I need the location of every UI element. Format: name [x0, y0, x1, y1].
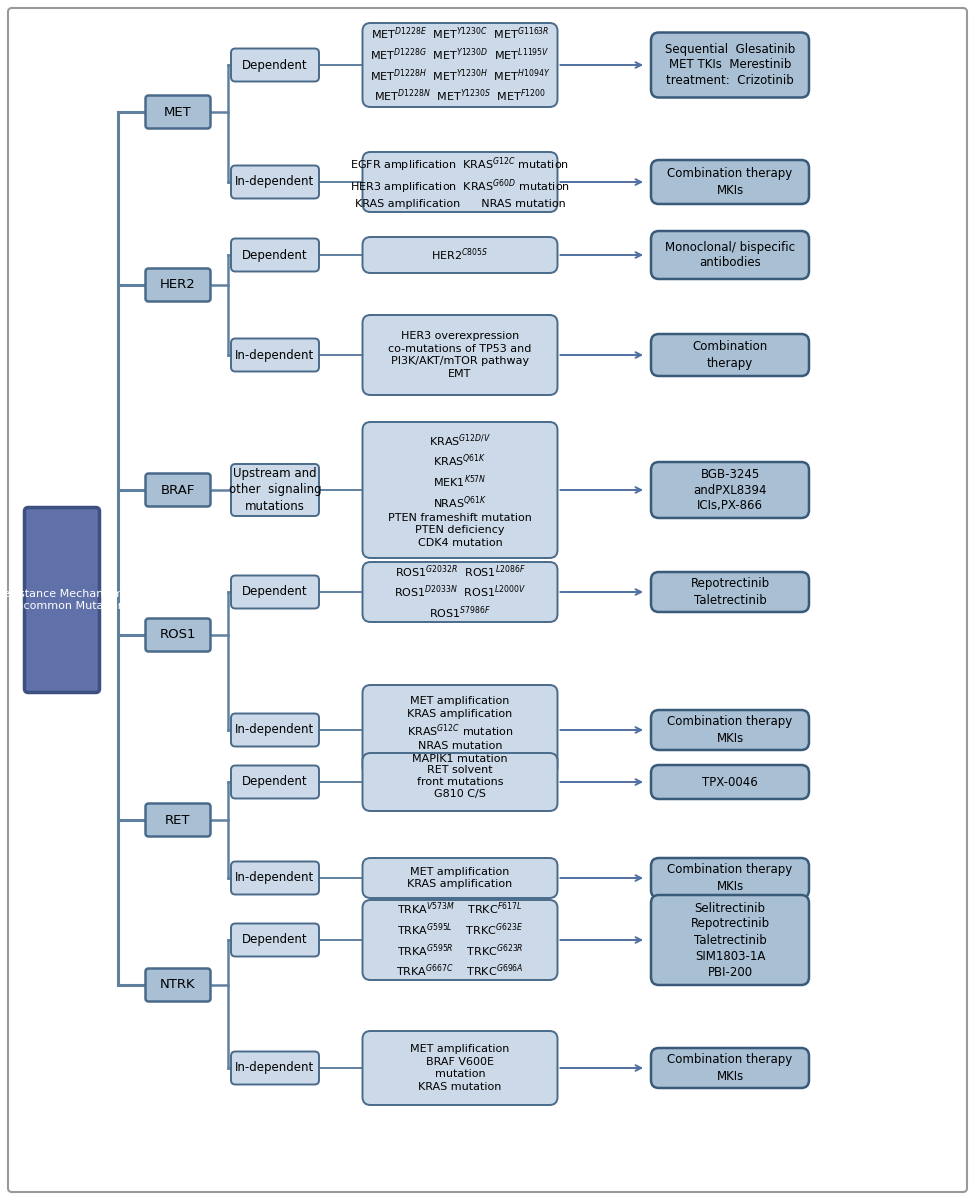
Text: BRAF: BRAF	[161, 484, 195, 497]
FancyBboxPatch shape	[231, 464, 319, 516]
Text: TRKA$^{V573M}$    TRKC$^{F617L}$
TRKA$^{G595L}$    TRKC$^{G623E}$
TRKA$^{G595R}$: TRKA$^{V573M}$ TRKC$^{F617L}$ TRKA$^{G59…	[396, 901, 524, 979]
Text: Dependent: Dependent	[242, 59, 308, 72]
FancyBboxPatch shape	[651, 230, 809, 278]
Text: RET solvent
front mutations
G810 C/S: RET solvent front mutations G810 C/S	[416, 764, 503, 799]
Text: ROS1: ROS1	[160, 629, 196, 642]
Text: TPX-0046: TPX-0046	[702, 775, 758, 788]
FancyBboxPatch shape	[145, 804, 211, 836]
FancyBboxPatch shape	[651, 1048, 809, 1088]
Text: Dependent: Dependent	[242, 775, 308, 788]
Text: In-dependent: In-dependent	[235, 724, 315, 737]
Text: In-dependent: In-dependent	[235, 1062, 315, 1074]
Text: NTRK: NTRK	[160, 978, 196, 991]
FancyBboxPatch shape	[231, 714, 319, 746]
Text: Dependent: Dependent	[242, 586, 308, 599]
FancyBboxPatch shape	[363, 1031, 558, 1105]
FancyBboxPatch shape	[231, 576, 319, 608]
FancyBboxPatch shape	[651, 895, 809, 985]
FancyBboxPatch shape	[231, 166, 319, 198]
Text: MET: MET	[164, 106, 192, 119]
Text: HER2: HER2	[160, 278, 196, 292]
FancyBboxPatch shape	[363, 152, 558, 212]
FancyBboxPatch shape	[651, 858, 809, 898]
FancyBboxPatch shape	[145, 474, 211, 506]
FancyBboxPatch shape	[363, 422, 558, 558]
FancyBboxPatch shape	[24, 508, 99, 692]
Text: BGB-3245
andPXL8394
ICIs,PX-866: BGB-3245 andPXL8394 ICIs,PX-866	[693, 468, 766, 512]
FancyBboxPatch shape	[651, 710, 809, 750]
Text: MET amplification
BRAF V600E
mutation
KRAS mutation: MET amplification BRAF V600E mutation KR…	[410, 1044, 510, 1092]
Text: Repotrectinib
Taletrectinib: Repotrectinib Taletrectinib	[690, 577, 769, 606]
FancyBboxPatch shape	[363, 858, 558, 898]
Text: Monoclonal/ bispecific
antibodies: Monoclonal/ bispecific antibodies	[665, 240, 795, 270]
Text: Dependent: Dependent	[242, 248, 308, 262]
Text: MET amplification
KRAS amplification: MET amplification KRAS amplification	[408, 866, 513, 889]
Text: Dependent: Dependent	[242, 934, 308, 947]
FancyBboxPatch shape	[363, 900, 558, 980]
FancyBboxPatch shape	[231, 239, 319, 271]
FancyBboxPatch shape	[363, 685, 558, 775]
Text: KRAS$^{G12D/V}$
KRAS$^{Q61K}$
MEK1$^{K57N}$
NRAS$^{Q61K}$
PTEN frameshift mutati: KRAS$^{G12D/V}$ KRAS$^{Q61K}$ MEK1$^{K57…	[388, 432, 532, 547]
Text: Upstream and
other  signaling
mutations: Upstream and other signaling mutations	[229, 468, 322, 512]
FancyBboxPatch shape	[145, 968, 211, 1002]
FancyBboxPatch shape	[363, 314, 558, 395]
FancyBboxPatch shape	[363, 754, 558, 811]
Text: Combination
therapy: Combination therapy	[692, 341, 767, 370]
FancyBboxPatch shape	[651, 462, 809, 518]
FancyBboxPatch shape	[651, 572, 809, 612]
FancyBboxPatch shape	[651, 766, 809, 799]
FancyBboxPatch shape	[231, 862, 319, 894]
FancyBboxPatch shape	[145, 618, 211, 652]
Text: MET amplification
KRAS amplification
KRAS$^{G12C}$ mutation
NRAS mutation
MAPIK1: MET amplification KRAS amplification KRA…	[407, 696, 513, 764]
FancyBboxPatch shape	[651, 334, 809, 376]
Text: Selitrectinib
Repotrectinib
Taletrectinib
SIM1803-1A
PBI-200: Selitrectinib Repotrectinib Taletrectini…	[690, 901, 769, 978]
FancyBboxPatch shape	[363, 23, 558, 107]
FancyBboxPatch shape	[651, 32, 809, 97]
Text: In-dependent: In-dependent	[235, 871, 315, 884]
FancyBboxPatch shape	[231, 338, 319, 372]
FancyBboxPatch shape	[231, 48, 319, 82]
Text: MET$^{D1228E}$  MET$^{Y1230C}$  MET$^{G1163R}$
MET$^{D1228G}$  MET$^{Y1230D}$  M: MET$^{D1228E}$ MET$^{Y1230C}$ MET$^{G116…	[370, 26, 550, 104]
FancyBboxPatch shape	[145, 269, 211, 301]
FancyBboxPatch shape	[231, 1051, 319, 1085]
Text: In-dependent: In-dependent	[235, 175, 315, 188]
FancyBboxPatch shape	[145, 96, 211, 128]
Text: Combination therapy
MKIs: Combination therapy MKIs	[667, 864, 793, 893]
FancyBboxPatch shape	[363, 562, 558, 622]
Text: Resistance Mechanisms
of Uncommon Mutations: Resistance Mechanisms of Uncommon Mutati…	[0, 589, 131, 611]
Text: HER3 overexpression
co-mutations of TP53 and
PI3K/AKT/mTOR pathway
EMT: HER3 overexpression co-mutations of TP53…	[388, 331, 531, 379]
Text: Combination therapy
MKIs: Combination therapy MKIs	[667, 715, 793, 744]
Text: RET: RET	[165, 814, 191, 827]
Text: Combination therapy
MKIs: Combination therapy MKIs	[667, 1054, 793, 1082]
Text: ROS1$^{G2032R}$  ROS1$^{L2086F}$
ROS1$^{D2033N}$  ROS1$^{L2000V}$
ROS1$^{S7986F}: ROS1$^{G2032R}$ ROS1$^{L2086F}$ ROS1$^{D…	[394, 563, 526, 620]
Text: Combination therapy
MKIs: Combination therapy MKIs	[667, 168, 793, 197]
FancyBboxPatch shape	[231, 766, 319, 798]
Text: EGFR amplification  KRAS$^{G12C}$ mutation
HER3 amplification  KRAS$^{G60D}$ mut: EGFR amplification KRAS$^{G12C}$ mutatio…	[350, 155, 570, 209]
Text: Sequential  Glesatinib
MET TKIs  Merestinib
treatment:  Crizotinib: Sequential Glesatinib MET TKIs Merestini…	[665, 42, 796, 88]
FancyBboxPatch shape	[231, 924, 319, 956]
FancyBboxPatch shape	[363, 236, 558, 272]
Text: HER2$^{C805S}$: HER2$^{C805S}$	[431, 247, 488, 263]
Text: In-dependent: In-dependent	[235, 348, 315, 361]
FancyBboxPatch shape	[651, 160, 809, 204]
